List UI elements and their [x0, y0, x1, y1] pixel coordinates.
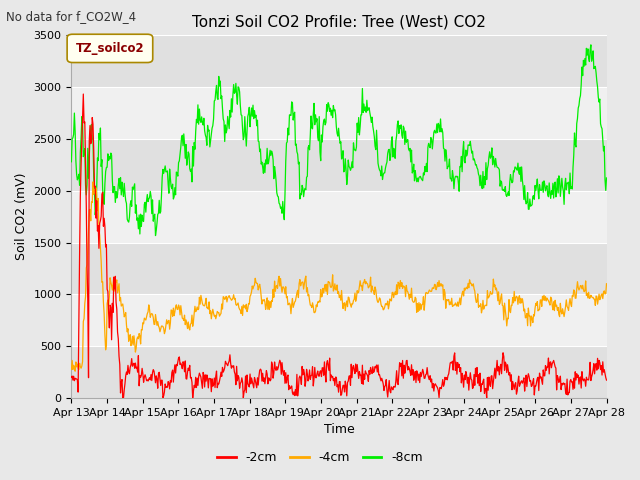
Bar: [72, 87, 607, 139]
FancyBboxPatch shape: [67, 34, 153, 62]
Bar: [72, 139, 607, 191]
Bar: [72, 346, 607, 398]
Y-axis label: Soil CO2 (mV): Soil CO2 (mV): [15, 173, 28, 260]
Text: TZ_soilco2: TZ_soilco2: [76, 42, 144, 55]
Bar: [72, 242, 607, 294]
Bar: [72, 36, 607, 87]
Bar: [72, 191, 607, 242]
Bar: [72, 294, 607, 346]
Title: Tonzi Soil CO2 Profile: Tree (West) CO2: Tonzi Soil CO2 Profile: Tree (West) CO2: [192, 15, 486, 30]
Text: No data for f_CO2W_4: No data for f_CO2W_4: [6, 10, 136, 23]
Legend: -2cm, -4cm, -8cm: -2cm, -4cm, -8cm: [212, 446, 428, 469]
X-axis label: Time: Time: [324, 423, 355, 436]
